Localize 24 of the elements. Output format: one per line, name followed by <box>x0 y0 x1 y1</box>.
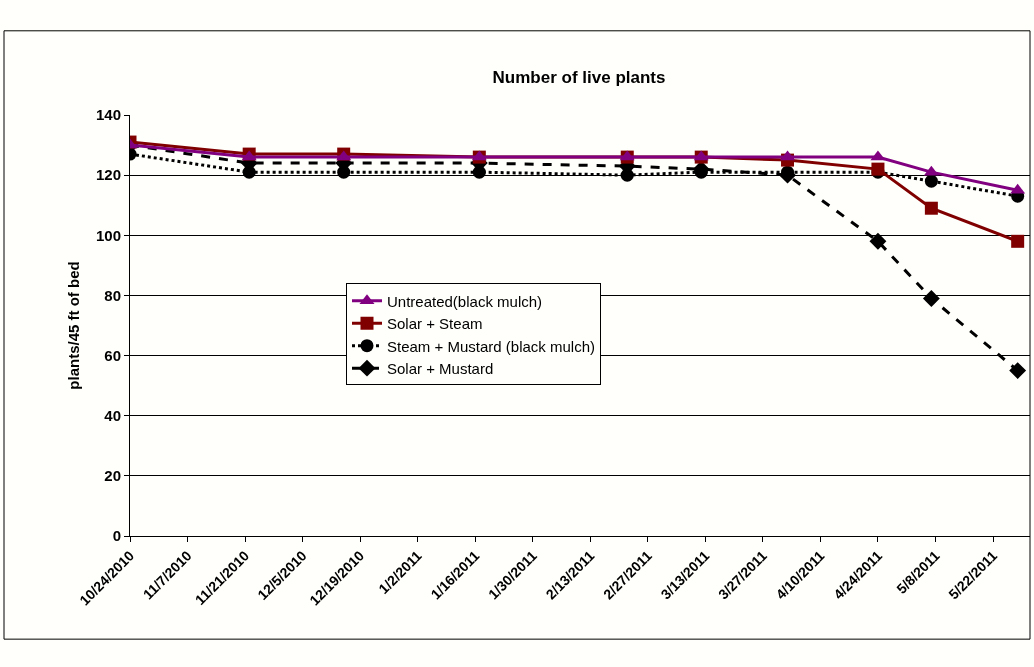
y-tick-label: 140 <box>95 106 121 124</box>
y-tick-label: 100 <box>95 226 121 244</box>
y-tick-label: 120 <box>95 166 121 184</box>
chart-title: Number of live plants <box>492 67 666 87</box>
point <box>1011 234 1025 248</box>
y-axis-title: plants/45 ft of bed <box>65 261 83 390</box>
point <box>1009 362 1027 380</box>
y-tick-label: 60 <box>104 346 121 364</box>
legend-label: Solar + Steam <box>387 315 483 332</box>
y-tick-label: 0 <box>112 527 121 545</box>
point <box>620 168 634 182</box>
y-tick-label: 20 <box>104 467 121 485</box>
y-tick-label: 80 <box>104 286 121 304</box>
point <box>472 165 486 179</box>
point <box>242 165 256 179</box>
point <box>869 232 887 250</box>
y-tick-label: 40 <box>104 406 121 424</box>
legend-label: Steam + Mustard (black mulch) <box>387 337 595 355</box>
point <box>924 201 938 215</box>
legend-label: Solar + Mustard <box>387 360 494 377</box>
legend-label: Untreated(black mulch) <box>387 292 543 310</box>
point <box>337 165 351 179</box>
point <box>922 289 940 307</box>
point <box>924 174 938 188</box>
